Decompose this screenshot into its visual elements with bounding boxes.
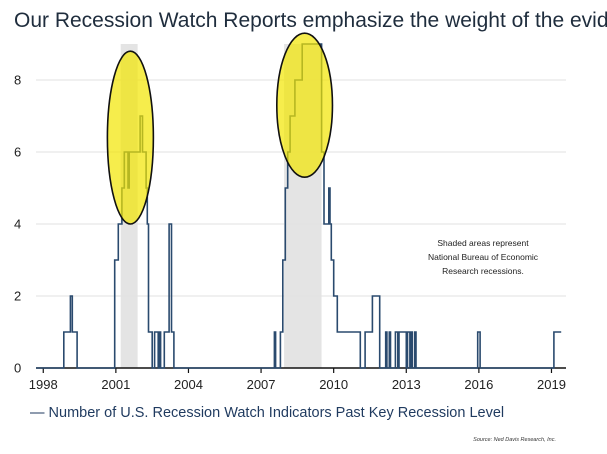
y-tick-label-0: 0 <box>14 361 21 376</box>
x-tick-label-2007: 2007 <box>247 377 276 392</box>
x-tick-label-2001: 2001 <box>101 377 130 392</box>
x-tick-label-2010: 2010 <box>319 377 348 392</box>
highlight-ellipse-2 <box>275 32 334 178</box>
x-tick-label-2016: 2016 <box>464 377 493 392</box>
y-tick-labels: 0 2 4 6 8 <box>14 73 21 376</box>
note-line-1: Shaded areas represent <box>437 238 529 248</box>
x-tick-label-2013: 2013 <box>392 377 421 392</box>
source-note: Source: Ned Davis Research, Inc. <box>473 437 556 443</box>
x-tick-label-2004: 2004 <box>174 377 203 392</box>
y-tick-label-6: 6 <box>14 145 21 160</box>
y-tick-label-8: 8 <box>14 73 21 88</box>
x-tick-label-2019: 2019 <box>537 377 566 392</box>
legend-label: — Number of U.S. Recession Watch Indicat… <box>30 405 504 421</box>
shaded-areas-note: Shaded areas represent National Bureau o… <box>428 238 539 276</box>
highlight-circles <box>106 32 334 225</box>
y-tick-label-2: 2 <box>14 289 21 304</box>
note-line-2: National Bureau of Economic <box>428 252 539 262</box>
x-tick-labels: 1998 2001 2004 2007 2010 2013 2016 2019 <box>29 377 566 392</box>
y-tick-label-4: 4 <box>14 217 21 232</box>
note-line-3: Research recessions. <box>442 266 524 276</box>
highlight-ellipse-1 <box>106 50 155 225</box>
chart-title: Our Recession Watch Reports emphasize th… <box>14 9 607 32</box>
x-tick-label-1998: 1998 <box>29 377 58 392</box>
